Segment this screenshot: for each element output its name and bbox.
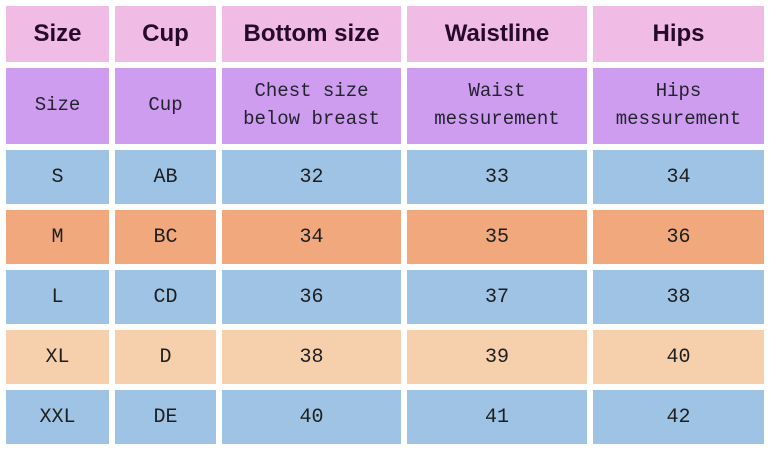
cell-bottom: 40: [222, 390, 401, 444]
cell-bottom: 38: [222, 330, 401, 384]
table-row-m: M BC 34 35 36: [6, 210, 764, 264]
header-row: Size Cup Bottom size Waistline Hips: [6, 6, 764, 62]
subheader-cell-size: Size: [6, 68, 109, 144]
subheader-cell-waist: Waist messurement: [407, 68, 587, 144]
cell-size: L: [6, 270, 109, 324]
cell-hips: 38: [593, 270, 764, 324]
cell-waist: 35: [407, 210, 587, 264]
header-cell-size: Size: [6, 6, 109, 62]
cell-cup: AB: [115, 150, 216, 204]
cell-waist: 41: [407, 390, 587, 444]
subheader-hips-line2: messurement: [615, 108, 742, 130]
cell-size: S: [6, 150, 109, 204]
cell-waist: 33: [407, 150, 587, 204]
table-row-xxl: XXL DE 40 41 42: [6, 390, 764, 444]
cell-waist: 37: [407, 270, 587, 324]
cell-bottom: 36: [222, 270, 401, 324]
subheader-row: Size Cup Chest size below breast Waist m…: [6, 68, 764, 144]
subheader-hips-line1: Hips: [655, 80, 702, 103]
cell-size: M: [6, 210, 109, 264]
subheader-cell-cup: Cup: [115, 68, 216, 144]
subheader-cell-bottom: Chest size below breast: [222, 68, 401, 144]
cell-waist: 39: [407, 330, 587, 384]
cell-hips: 36: [593, 210, 764, 264]
subheader-bottom-line1: Chest size: [254, 80, 369, 103]
table-row-l: L CD 36 37 38: [6, 270, 764, 324]
cell-cup: CD: [115, 270, 216, 324]
header-cell-waist: Waistline: [407, 6, 587, 62]
cell-cup: D: [115, 330, 216, 384]
header-cell-bottom: Bottom size: [222, 6, 401, 62]
cell-bottom: 32: [222, 150, 401, 204]
cell-hips: 40: [593, 330, 764, 384]
cell-size: XXL: [6, 390, 109, 444]
table-row-s: S AB 32 33 34: [6, 150, 764, 204]
cell-hips: 42: [593, 390, 764, 444]
cell-cup: BC: [115, 210, 216, 264]
cell-cup: DE: [115, 390, 216, 444]
header-cell-cup: Cup: [115, 6, 216, 62]
subheader-bottom-line2: below breast: [243, 108, 380, 130]
cell-hips: 34: [593, 150, 764, 204]
subheader-waist-line2: messurement: [434, 108, 560, 130]
header-cell-hips: Hips: [593, 6, 764, 62]
subheader-cell-hips: Hips messurement: [593, 68, 764, 144]
cell-size: XL: [6, 330, 109, 384]
table-row-xl: XL D 38 39 40: [6, 330, 764, 384]
cell-bottom: 34: [222, 210, 401, 264]
subheader-waist-line1: Waist: [468, 80, 526, 103]
